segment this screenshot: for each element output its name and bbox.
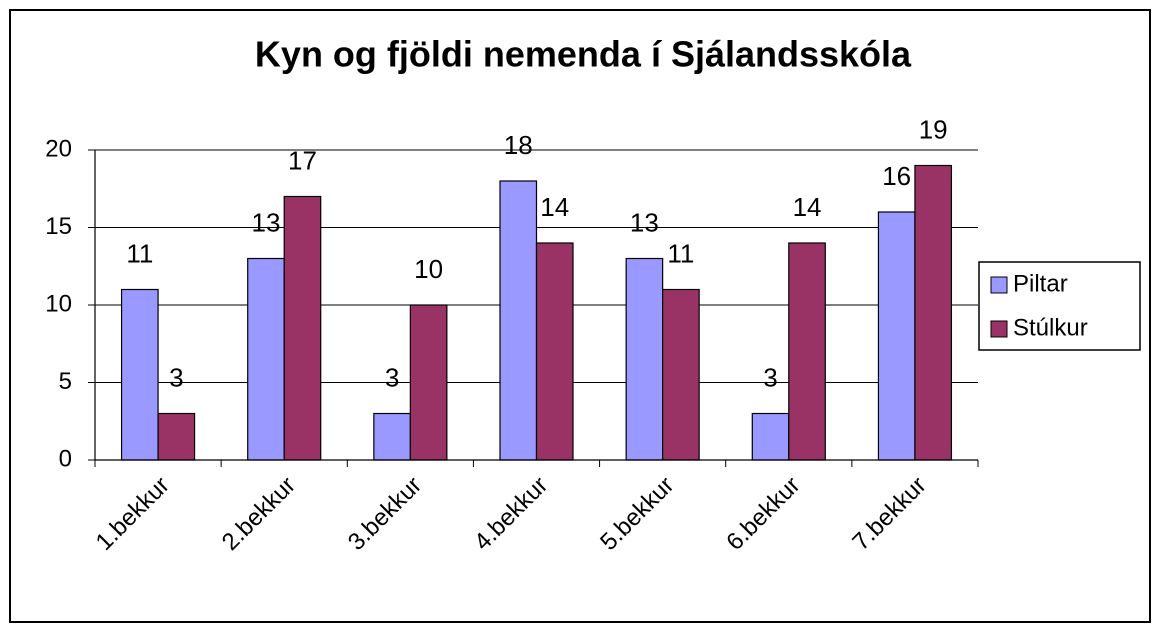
bar <box>373 412 411 461</box>
legend-label: Stúlkur <box>1013 314 1088 341</box>
bar <box>283 195 322 461</box>
data-label: 11 <box>667 238 694 268</box>
bar <box>877 211 916 461</box>
data-label: 3 <box>385 362 399 392</box>
data-label: 11 <box>126 238 153 268</box>
bar <box>914 164 953 461</box>
data-label: 10 <box>414 254 443 284</box>
chart-title: Kyn og fjöldi nemenda í Sjálandsskóla <box>255 34 912 75</box>
legend-swatch <box>990 320 1008 338</box>
data-label: 18 <box>504 130 533 160</box>
legend-swatch <box>990 276 1008 294</box>
y-tick-label: 0 <box>59 445 72 472</box>
bar <box>662 288 700 461</box>
chart-border <box>9 9 1151 623</box>
bar <box>788 242 826 461</box>
y-tick-label: 5 <box>59 368 72 395</box>
data-label: 13 <box>252 207 281 237</box>
legend-label: Piltar <box>1013 270 1068 297</box>
data-label: 16 <box>882 161 911 191</box>
bar <box>157 412 196 461</box>
bar <box>409 304 448 461</box>
bar <box>120 288 159 461</box>
data-label: 14 <box>793 192 822 222</box>
y-tick-label: 20 <box>45 135 72 162</box>
data-label: 17 <box>288 145 317 175</box>
bar <box>751 412 790 461</box>
data-label: 14 <box>540 192 569 222</box>
data-label: 19 <box>919 114 948 144</box>
y-tick-label: 10 <box>45 290 72 317</box>
data-label: 3 <box>169 362 183 392</box>
data-label: 13 <box>630 207 659 237</box>
y-tick-label: 15 <box>45 213 72 240</box>
bar <box>499 180 538 461</box>
bar <box>535 242 574 461</box>
bar <box>625 257 664 461</box>
bar <box>247 257 285 461</box>
data-label: 3 <box>763 362 777 392</box>
